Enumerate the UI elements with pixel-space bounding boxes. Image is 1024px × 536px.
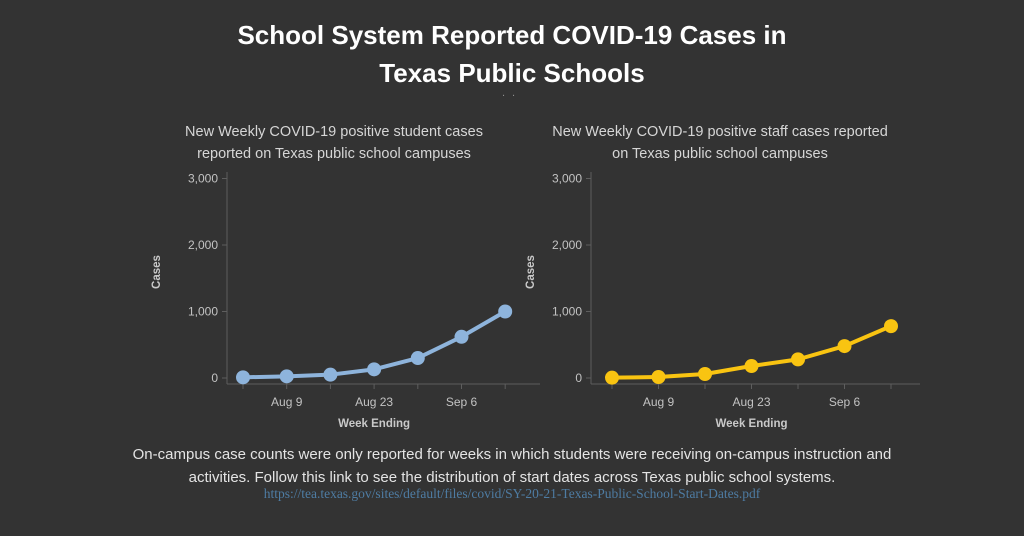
y-axis-tick-label: 1,000 [552, 305, 582, 319]
data-point[interactable] [498, 304, 513, 319]
x-axis-title: Week Ending [716, 418, 788, 430]
x-axis-title: Week Ending [338, 418, 410, 430]
x-axis-tick-label: Aug 23 [732, 395, 770, 409]
y-axis-tick-label: 3,000 [552, 172, 582, 186]
y-axis-tick-label: 3,000 [188, 172, 218, 186]
data-point[interactable] [837, 339, 852, 354]
y-axis-tick-label: 0 [211, 371, 218, 385]
x-axis-tick-label: Aug 23 [355, 395, 393, 409]
data-point[interactable] [605, 370, 619, 385]
title-dots: .. [501, 87, 523, 99]
x-axis-tick-label: Aug 9 [643, 395, 675, 409]
data-point[interactable] [454, 329, 469, 344]
data-point[interactable] [791, 352, 805, 367]
x-axis-tick-label: Sep 6 [829, 395, 861, 409]
start-dates-link[interactable]: https://tea.texas.gov/sites/default/file… [263, 486, 761, 501]
footnote-line1: On-campus case counts were only reported… [132, 446, 892, 463]
data-point[interactable] [367, 362, 382, 377]
data-point[interactable] [698, 367, 712, 382]
staff-cases-line-chart: Cases 0 1,000 2,000 3,000 Aug 9 Aug 23 Sep 6 Wee… [525, 172, 920, 430]
data-point[interactable] [279, 369, 294, 384]
dashboard-title-line2: Texas Public Schools [379, 58, 645, 88]
data-point[interactable] [410, 351, 425, 366]
data-point[interactable] [744, 359, 759, 374]
dashboard-title-line1: School System Reported COVID-19 Cases in [237, 20, 787, 50]
y-axis-title: Cases [151, 255, 163, 289]
x-axis-tick-label: Sep 6 [446, 395, 478, 409]
dashboard-title: School System Reported COVID-19 Cases in… [0, 16, 1024, 92]
y-axis-tick-label: 0 [575, 371, 582, 385]
student-chart-title: New Weekly COVID-19 positive student cas… [185, 124, 483, 162]
data-point[interactable] [884, 319, 898, 334]
y-axis-tick-label: 1,000 [188, 305, 218, 319]
footnote: On-campus case counts were only reported… [102, 443, 922, 489]
data-point[interactable] [236, 370, 250, 385]
data-point[interactable] [323, 367, 338, 382]
footnote-line2: activities. Follow this link to see the … [188, 469, 836, 486]
x-axis-tick-label: Aug 9 [271, 395, 303, 409]
y-axis-tick-label: 2,000 [552, 238, 582, 252]
student-cases-line-chart: Cases 0 1,000 2,000 3,000 Aug 9 Aug 23 Sep 6 Wee… [151, 172, 540, 430]
data-point[interactable] [651, 370, 666, 385]
staff-chart-title: New Weekly COVID-19 positive staff cases… [552, 124, 888, 162]
y-axis-title: Cases [525, 255, 537, 289]
y-axis-tick-label: 2,000 [188, 238, 218, 252]
